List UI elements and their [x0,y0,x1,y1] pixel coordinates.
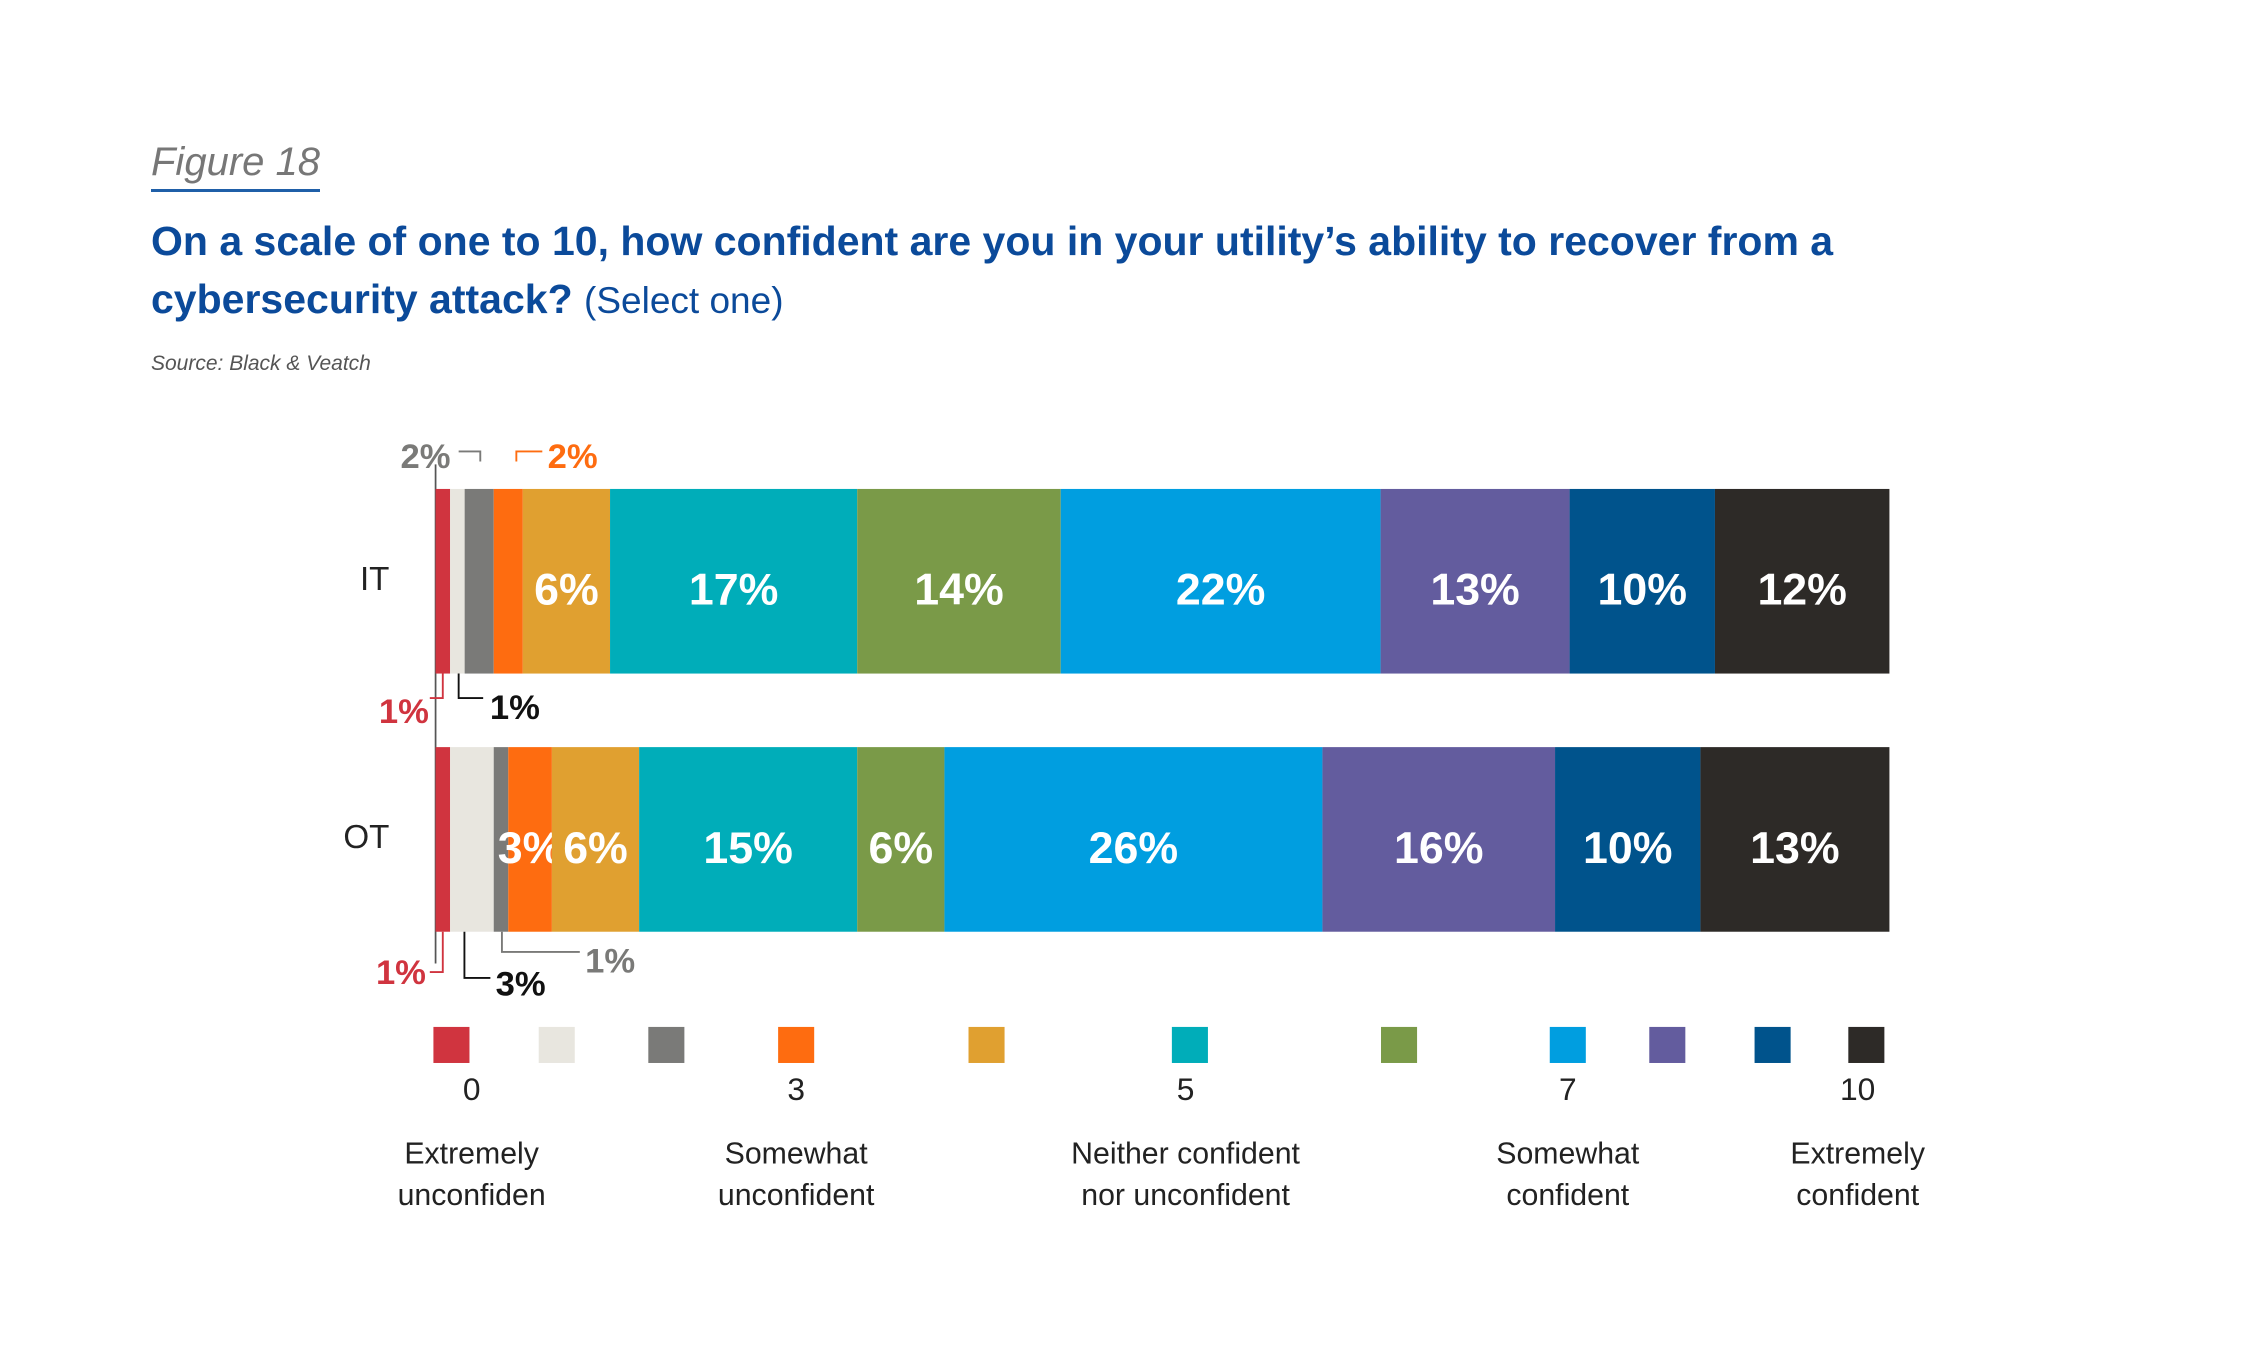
value-label: 1% [490,689,540,727]
bar-segment [435,488,451,674]
value-label: 2% [400,438,450,476]
bar-segment [1714,488,1890,674]
value-label: 14% [914,566,1003,615]
legend-description: Extremely [1790,1137,1925,1170]
leader-line [458,450,482,462]
legend-description: Neither confident [1071,1137,1300,1170]
value-label: 16% [1394,824,1483,873]
bar-segment [1569,488,1715,674]
chart-title: On a scale of one to 10, how confident a… [151,212,2101,330]
legend-swatch [968,1026,1005,1063]
value-label: 3% [498,824,563,873]
figure-label: Figure 18 [151,140,320,192]
value-label: 10% [1583,824,1672,873]
value-label: 13% [1430,566,1519,615]
legend-swatch [1549,1026,1586,1063]
value-label: 1% [379,693,429,731]
value-label: 22% [1176,566,1265,615]
legend-swatch [433,1026,470,1063]
value-label: 12% [1757,566,1846,615]
legend-description: Somewhat [1496,1137,1640,1170]
value-label: 3% [496,966,546,1004]
value-label: 17% [689,566,778,615]
legend-description: nor unconfident [1081,1179,1290,1212]
value-label: 1% [376,954,426,992]
legend-description: Extremely [404,1137,539,1170]
value-label: 10% [1598,566,1687,615]
leader-line [463,931,491,979]
bar-segment [1380,488,1570,674]
legend-swatch [1381,1026,1418,1063]
bar-segment [639,747,858,932]
title-text: On a scale of one to 10, how confident a… [151,218,1834,322]
bar-segment [1322,747,1556,932]
value-label: 2% [548,438,598,476]
legend-description: unconfident [718,1179,875,1212]
bar-segment [610,488,858,674]
legend-description: confident [1506,1179,1629,1212]
bar-segment [493,488,523,674]
legend-description: Somewhat [725,1137,869,1170]
bar-segment [464,488,494,674]
bar-segment [450,747,494,932]
bar-segment [435,747,451,932]
legend-label: 5 [1177,1071,1195,1107]
legend-swatch [1649,1026,1686,1063]
leader-line [429,673,444,700]
source: Source: Black & Veatch [151,352,371,375]
bar-segment [450,488,465,674]
value-label: 15% [703,824,792,873]
legend-swatch [1171,1026,1208,1063]
leader-line [457,673,484,700]
category-label: IT [360,561,389,598]
legend-label: 0 [463,1071,481,1107]
legend-label: 10 [1840,1071,1875,1107]
value-label: 6% [534,566,599,615]
legend-description: confident [1796,1179,1919,1212]
legend-description: unconfiden [398,1179,546,1212]
bar-segment [1700,747,1890,932]
value-label: 13% [1750,824,1839,873]
value-label: 1% [585,943,635,981]
leader-line [500,931,580,953]
legend-swatch [648,1026,685,1063]
legend-swatch [1848,1026,1885,1063]
subtitle: (Select one) [584,280,784,321]
legend-swatch [1754,1026,1791,1063]
bar-segment [857,747,945,932]
category-label: OT [343,819,389,856]
legend-swatch [778,1026,815,1063]
bar-segment [944,747,1323,932]
leader-line [429,931,444,974]
legend-swatch [538,1026,575,1063]
value-label: 6% [868,824,933,873]
legend-label: 3 [787,1071,805,1107]
bar-segment [508,747,552,932]
leader-line [515,450,543,462]
bar-segment [522,488,611,674]
value-label: 26% [1089,824,1178,873]
bar-segment [1060,488,1381,674]
bar-segment [1555,747,1701,932]
value-label: 6% [563,824,628,873]
bar-segment [857,488,1061,674]
legend-label: 7 [1559,1071,1577,1107]
bar-segment [493,747,509,932]
bar-segment [551,747,640,932]
